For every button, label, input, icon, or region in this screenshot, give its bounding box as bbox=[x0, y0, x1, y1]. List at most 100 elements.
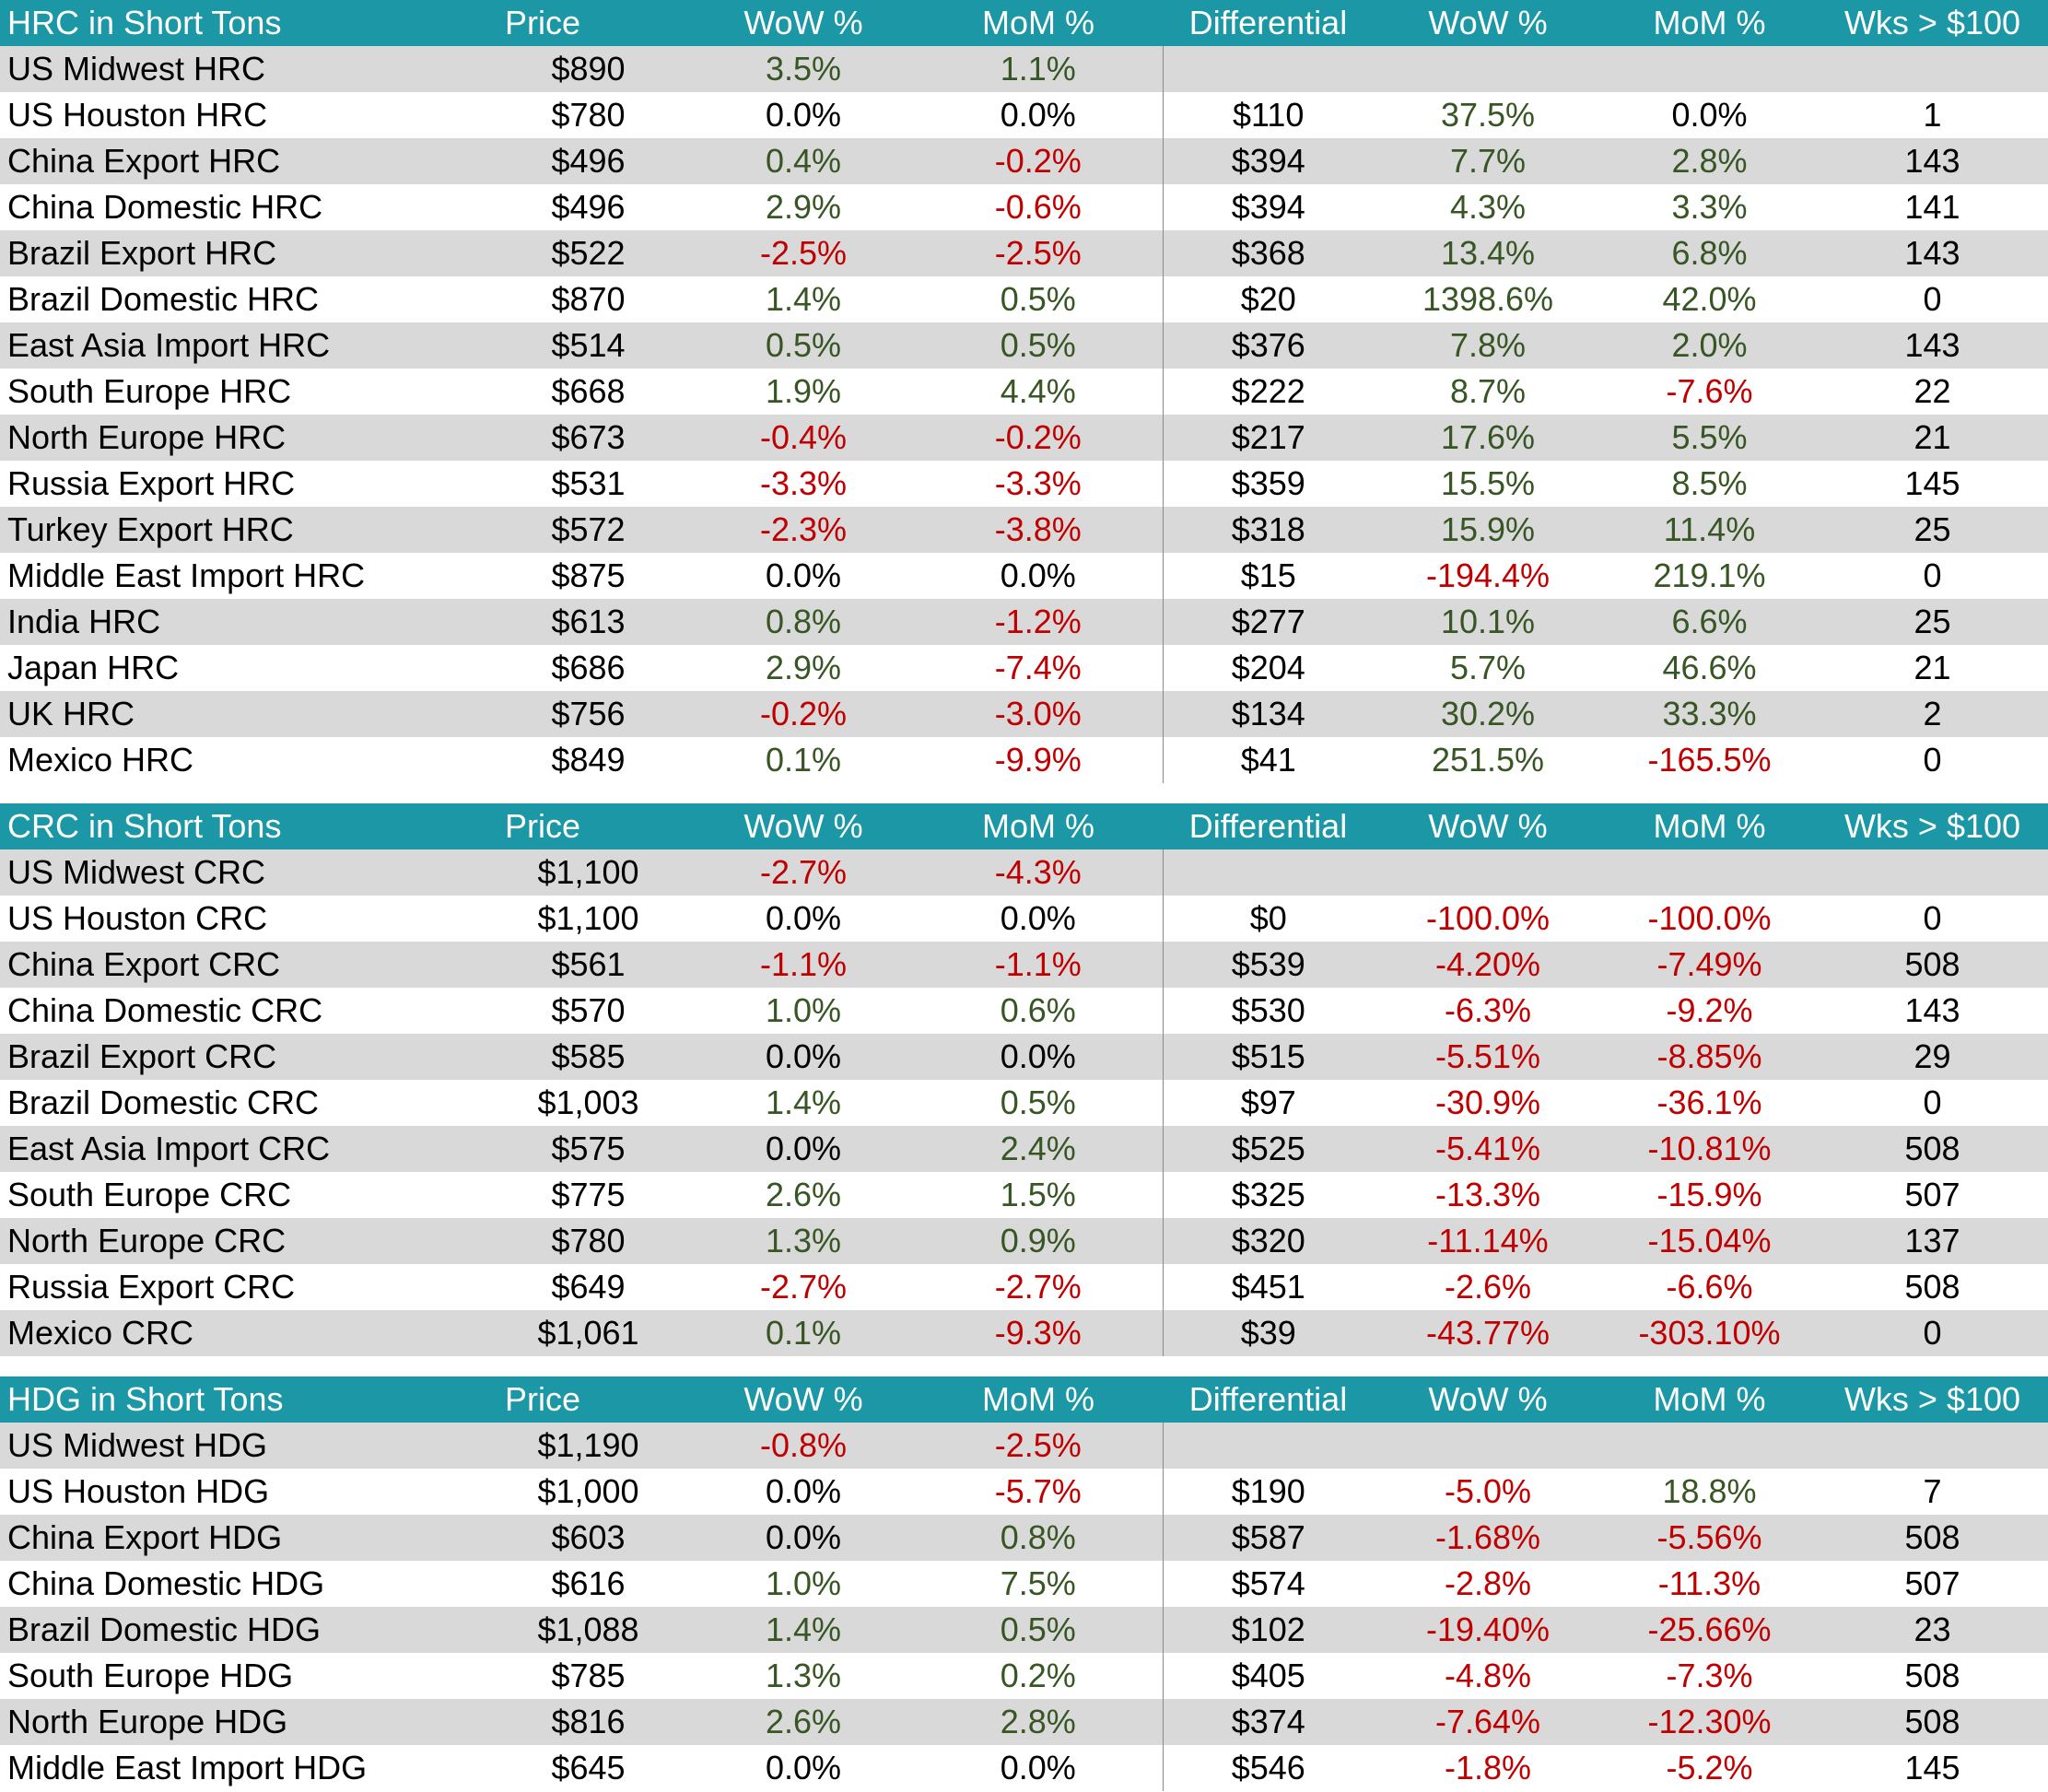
diff-mom-cell: -12.30% bbox=[1602, 1699, 1817, 1745]
diff-wow-cell: -4.8% bbox=[1374, 1653, 1602, 1699]
mom-cell: 1.1% bbox=[914, 46, 1163, 92]
wks-over-100-cell: 145 bbox=[1817, 461, 2048, 507]
diff-mom-cell bbox=[1602, 46, 1817, 92]
differential-cell: $587 bbox=[1162, 1515, 1374, 1561]
diff-mom-cell: 5.5% bbox=[1602, 415, 1817, 461]
hrc-header-row: HRC in Short Tons Price WoW % MoM % Differen… bbox=[0, 0, 2048, 46]
differential-cell: $546 bbox=[1162, 1745, 1374, 1791]
price-cell: $561 bbox=[484, 942, 693, 988]
price-cell: $645 bbox=[484, 1745, 693, 1791]
diff-mom-cell bbox=[1602, 849, 1817, 896]
mom-cell: -5.7% bbox=[914, 1469, 1163, 1515]
differential-cell: $222 bbox=[1162, 369, 1374, 415]
wks-over-100-cell bbox=[1817, 46, 2048, 92]
diff-wow-cell: -6.3% bbox=[1374, 988, 1602, 1034]
wks-over-100-cell: 137 bbox=[1817, 1218, 2048, 1264]
wks-over-100-cell: 508 bbox=[1817, 1653, 2048, 1699]
diff-mom-cell: 219.1% bbox=[1602, 553, 1817, 599]
price-cell: $649 bbox=[484, 1264, 693, 1310]
wow-cell: 0.0% bbox=[693, 1745, 914, 1791]
price-cell: $1,000 bbox=[484, 1469, 693, 1515]
table-row: East Asia Import HRC $514 0.5% 0.5% $376 7.8%… bbox=[0, 322, 2048, 369]
differential-cell: $41 bbox=[1162, 737, 1374, 783]
header-diff-wow: WoW % bbox=[1374, 1376, 1602, 1423]
price-cell: $673 bbox=[484, 415, 693, 461]
diff-mom-cell: 3.3% bbox=[1602, 184, 1817, 230]
wks-over-100-cell: 25 bbox=[1817, 507, 2048, 553]
price-cell: $756 bbox=[484, 691, 693, 737]
region-name: Turkey Export HRC bbox=[0, 507, 484, 553]
mom-cell: -7.4% bbox=[914, 645, 1163, 691]
price-cell: $1,190 bbox=[484, 1423, 693, 1469]
mom-cell: 7.5% bbox=[914, 1561, 1163, 1607]
price-cell: $870 bbox=[484, 276, 693, 322]
wow-cell: 0.0% bbox=[693, 1126, 914, 1172]
diff-wow-cell bbox=[1374, 849, 1602, 896]
table-row: China Export CRC $561 -1.1% -1.1% $539 -4.20%… bbox=[0, 942, 2048, 988]
diff-wow-cell: -5.41% bbox=[1374, 1126, 1602, 1172]
diff-mom-cell: -5.2% bbox=[1602, 1745, 1817, 1791]
table-row: Brazil Export CRC $585 0.0% 0.0% $515 -5.51% -… bbox=[0, 1034, 2048, 1080]
mom-cell: -3.3% bbox=[914, 461, 1163, 507]
header-differential: Differential bbox=[1163, 1376, 1374, 1423]
mom-cell: -2.7% bbox=[914, 1264, 1163, 1310]
diff-wow-cell: -1.68% bbox=[1374, 1515, 1602, 1561]
price-cell: $1,061 bbox=[484, 1310, 693, 1356]
diff-wow-cell: -1.8% bbox=[1374, 1745, 1602, 1791]
crc-header-row: CRC in Short Tons Price WoW % MoM % Differen… bbox=[0, 803, 2048, 849]
wks-over-100-cell: 2 bbox=[1817, 691, 2048, 737]
differential-cell: $374 bbox=[1162, 1699, 1374, 1745]
diff-wow-cell: 4.3% bbox=[1374, 184, 1602, 230]
diff-wow-cell: -30.9% bbox=[1374, 1080, 1602, 1126]
wks-over-100-cell: 7 bbox=[1817, 1469, 2048, 1515]
mom-cell: 0.2% bbox=[914, 1653, 1163, 1699]
diff-wow-cell: 30.2% bbox=[1374, 691, 1602, 737]
region-name: North Europe HDG bbox=[0, 1699, 484, 1745]
differential-cell: $394 bbox=[1162, 138, 1374, 184]
wow-cell: 0.1% bbox=[693, 1310, 914, 1356]
diff-mom-cell: -7.49% bbox=[1602, 942, 1817, 988]
mom-cell: -1.2% bbox=[914, 599, 1163, 645]
wow-cell: 0.8% bbox=[693, 599, 914, 645]
region-name: Brazil Export HRC bbox=[0, 230, 484, 276]
wow-cell: 2.9% bbox=[693, 184, 914, 230]
differential-cell: $277 bbox=[1162, 599, 1374, 645]
table-row: North Europe CRC $780 1.3% 0.9% $320 -11.14% -… bbox=[0, 1218, 2048, 1264]
mom-cell: 2.8% bbox=[914, 1699, 1163, 1745]
differential-cell: $102 bbox=[1162, 1607, 1374, 1653]
wow-cell: 0.5% bbox=[693, 322, 914, 369]
differential-cell: $451 bbox=[1162, 1264, 1374, 1310]
table-row: India HRC $613 0.8% -1.2% $277 10.1% 6.6% 25 bbox=[0, 599, 2048, 645]
price-cell: $875 bbox=[484, 553, 693, 599]
region-name: Brazil Export CRC bbox=[0, 1034, 484, 1080]
wks-over-100-cell: 25 bbox=[1817, 599, 2048, 645]
price-cell: $780 bbox=[484, 1218, 693, 1264]
wks-over-100-cell: 0 bbox=[1817, 1080, 2048, 1126]
differential-cell: $217 bbox=[1162, 415, 1374, 461]
wow-cell: -1.1% bbox=[693, 942, 914, 988]
price-cell: $572 bbox=[484, 507, 693, 553]
table-row: Russia Export CRC $649 -2.7% -2.7% $451 -2.6%… bbox=[0, 1264, 2048, 1310]
wks-over-100-cell: 0 bbox=[1817, 553, 2048, 599]
region-name: China Export HRC bbox=[0, 138, 484, 184]
wks-over-100-cell: 0 bbox=[1817, 896, 2048, 942]
table-row: South Europe HDG $785 1.3% 0.2% $405 -4.8% -7.… bbox=[0, 1653, 2048, 1699]
wow-cell: 1.3% bbox=[693, 1653, 914, 1699]
wks-over-100-cell: 143 bbox=[1817, 230, 2048, 276]
wks-over-100-cell bbox=[1817, 849, 2048, 896]
diff-mom-cell: -165.5% bbox=[1602, 737, 1817, 783]
diff-wow-cell: -2.6% bbox=[1374, 1264, 1602, 1310]
price-cell: $775 bbox=[484, 1172, 693, 1218]
diff-mom-cell bbox=[1602, 1423, 1817, 1469]
crc-table: CRC in Short Tons Price WoW % MoM % Differen… bbox=[0, 803, 2048, 1356]
wks-over-100-cell: 508 bbox=[1817, 1515, 2048, 1561]
wow-cell: 0.0% bbox=[693, 1515, 914, 1561]
header-differential: Differential bbox=[1163, 803, 1374, 849]
wks-over-100-cell: 21 bbox=[1817, 415, 2048, 461]
wow-cell: -2.7% bbox=[693, 1264, 914, 1310]
region-name: North Europe HRC bbox=[0, 415, 484, 461]
table-row: Russia Export HRC $531 -3.3% -3.3% $359 15.5%… bbox=[0, 461, 2048, 507]
diff-mom-cell: 18.8% bbox=[1602, 1469, 1817, 1515]
price-cell: $849 bbox=[484, 737, 693, 783]
